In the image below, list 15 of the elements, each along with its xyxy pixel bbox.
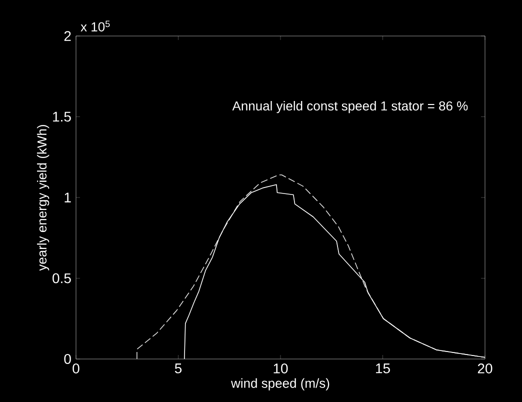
y-tick-label: 1.5 xyxy=(53,112,71,122)
x-tick-label: 10 xyxy=(274,364,288,374)
y-tick-label: 0 xyxy=(64,354,71,364)
y-tick-label: 2 xyxy=(64,31,71,41)
x-tick-label: 15 xyxy=(376,364,390,374)
line-series xyxy=(184,184,486,360)
x-tick-label: 20 xyxy=(478,364,492,374)
x-tick-label: 5 xyxy=(174,364,182,374)
y-tick-label: 0.5 xyxy=(52,273,71,284)
y-axis-title: yearly energy yield (kWh) xyxy=(37,125,50,271)
x-axis-title: wind speed (m/s) xyxy=(230,378,330,390)
x-tick-label: 0 xyxy=(72,364,80,374)
annotation: Annual yield const speed 1 stator = 86 % xyxy=(232,101,468,114)
text: x 10$^{5}$ xyxy=(80,20,110,32)
y-tick-label: 1 xyxy=(64,192,71,202)
